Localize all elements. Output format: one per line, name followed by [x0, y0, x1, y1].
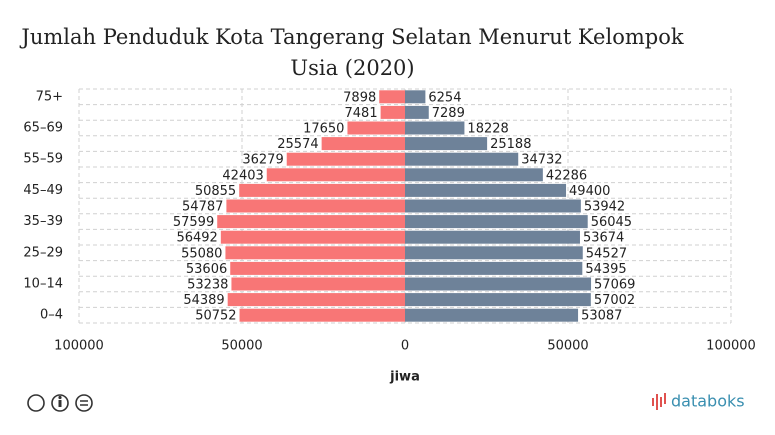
bar	[230, 261, 405, 275]
license-icons	[27, 394, 93, 412]
value-label: 53087	[581, 309, 622, 324]
y-tick-label: 0–4	[40, 308, 63, 323]
bar	[266, 168, 405, 182]
value-label: 34732	[521, 153, 562, 168]
bar	[226, 199, 405, 213]
y-tick-label: 10–14	[23, 277, 63, 292]
x-axis-label: jiwa	[389, 370, 420, 385]
value-label: 7898	[343, 90, 376, 105]
value-label: 42286	[546, 168, 587, 183]
bar	[405, 293, 591, 307]
y-tick-label: 75+	[36, 89, 63, 104]
bar	[405, 261, 583, 275]
y-tick-label: 45–49	[23, 183, 63, 198]
value-label: 56492	[176, 231, 217, 246]
value-label: 25188	[490, 137, 531, 152]
value-label: 7481	[345, 106, 378, 121]
value-label: 54527	[586, 246, 627, 261]
value-label: 18228	[467, 122, 508, 137]
bar	[405, 246, 583, 260]
bar	[239, 183, 405, 197]
bar	[405, 215, 588, 229]
bar	[286, 152, 405, 166]
value-label: 7289	[432, 106, 465, 121]
bar	[405, 168, 543, 182]
bar	[405, 308, 579, 322]
bar	[405, 90, 426, 104]
value-label: 6254	[428, 90, 461, 105]
x-tick-label: 50000	[547, 339, 588, 354]
y-tick-label: 65–69	[23, 121, 63, 136]
x-tick-label: 0	[401, 339, 409, 354]
value-label: 53606	[186, 262, 227, 277]
bar	[231, 277, 405, 291]
value-label: 55080	[181, 246, 222, 261]
value-label: 25574	[277, 137, 318, 152]
value-label: 50855	[195, 184, 236, 199]
y-tick-label: 55–59	[23, 152, 63, 167]
y-tick-label: 25–29	[23, 245, 63, 260]
bar	[405, 277, 592, 291]
value-label: 57069	[594, 278, 635, 293]
bar	[220, 230, 405, 244]
bar	[321, 137, 405, 151]
value-label: 57599	[173, 215, 214, 230]
value-label: 54787	[182, 200, 223, 215]
value-label: 49400	[569, 184, 610, 199]
bar	[405, 183, 567, 197]
value-label: 50752	[195, 309, 236, 324]
bar	[380, 105, 405, 119]
bar	[405, 137, 488, 151]
value-label: 54389	[183, 293, 224, 308]
bar	[379, 90, 405, 104]
brand-logo	[652, 393, 666, 410]
value-label: 56045	[591, 215, 632, 230]
x-tick-label: 100000	[706, 339, 756, 354]
bar	[405, 230, 580, 244]
x-tick-label: 100000	[54, 339, 104, 354]
x-tick-label: 50000	[221, 339, 262, 354]
bar	[405, 121, 465, 135]
value-label: 54395	[585, 262, 626, 277]
value-label: 57002	[594, 293, 635, 308]
value-label: 17650	[303, 122, 344, 137]
chart-title: Jumlah Penduduk Kota Tangerang Selatan M…	[21, 25, 684, 80]
bar	[217, 215, 405, 229]
brand-name: databoks	[671, 392, 745, 411]
bar	[405, 105, 429, 119]
bar	[225, 246, 405, 260]
value-label: 36279	[242, 153, 283, 168]
value-label: 42403	[222, 168, 263, 183]
value-label: 53674	[583, 231, 624, 246]
value-label: 53942	[584, 200, 625, 215]
bar	[405, 199, 581, 213]
value-label: 53238	[187, 278, 228, 293]
y-tick-label: 35–39	[23, 214, 63, 229]
bar	[239, 308, 405, 322]
bar	[347, 121, 405, 135]
bar	[405, 152, 519, 166]
bar	[227, 293, 405, 307]
